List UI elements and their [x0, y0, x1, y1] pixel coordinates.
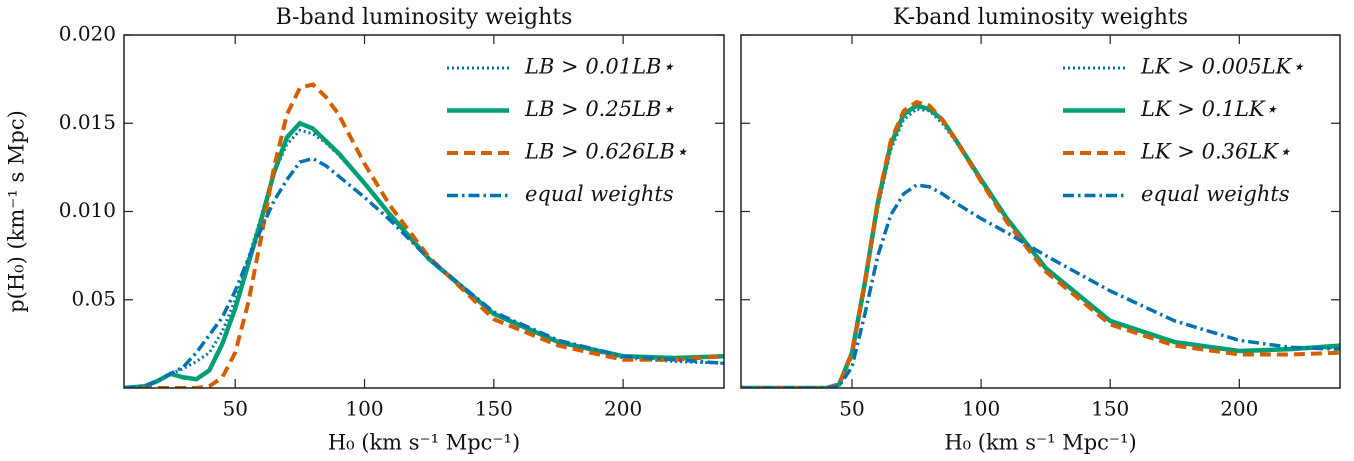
legend-label: equal weights: [525, 182, 674, 206]
y-tick-label: 0.020: [59, 22, 116, 46]
y-axis-label: p(H₀) (km⁻¹ s Mpc): [5, 110, 29, 313]
x-tick-label: 50: [222, 397, 247, 421]
legend-label: LK > 0.1LK⋆: [1140, 97, 1278, 121]
data-line: [124, 82, 724, 388]
legend-label: LB > 0.626LB⋆: [524, 140, 688, 164]
chart-title: B-band luminosity weights: [276, 5, 573, 30]
x-axis-label: H₀ (km s⁻¹ Mpc⁻¹): [328, 431, 520, 455]
data-line: [741, 99, 1340, 388]
y-tick-label: 0.05: [71, 286, 116, 310]
x-tick-label: 100: [345, 397, 383, 421]
legend-label: LK > 0.36LK⋆: [1140, 140, 1291, 164]
chart-title: K-band luminosity weights: [893, 5, 1188, 30]
legend-label: equal weights: [1141, 182, 1290, 206]
x-tick-label: 200: [1220, 397, 1258, 421]
y-tick-label: 0.015: [59, 110, 116, 134]
plot-frame: [123, 34, 725, 389]
data-line: [741, 183, 1340, 388]
x-tick-label: 150: [475, 397, 513, 421]
panel: 50 100 150 200 K-band luminosity weights H₀ (…: [740, 5, 1341, 455]
legend-label: LB > 0.25LB⋆: [524, 97, 675, 121]
x-tick-label: 100: [962, 397, 1000, 421]
data-line: [124, 156, 724, 388]
y-tick-label: 0.010: [59, 198, 116, 222]
x-tick-label: 150: [1091, 397, 1129, 421]
plot-area: [741, 99, 1340, 388]
x-tick-label: 50: [839, 397, 864, 421]
plot-frame: [740, 34, 1341, 389]
panel: 50 100 150 200 0.05 0.010 0.015 0.020 B-band lum…: [5, 5, 725, 455]
legend-label: LB > 0.01LB⋆: [524, 55, 675, 79]
data-line: [124, 128, 724, 388]
plot-area: [124, 82, 724, 388]
x-tick-label: 200: [604, 397, 642, 421]
legend-label: LK > 0.005LK⋆: [1140, 55, 1304, 79]
x-axis-label: H₀ (km s⁻¹ Mpc⁻¹): [944, 431, 1136, 455]
